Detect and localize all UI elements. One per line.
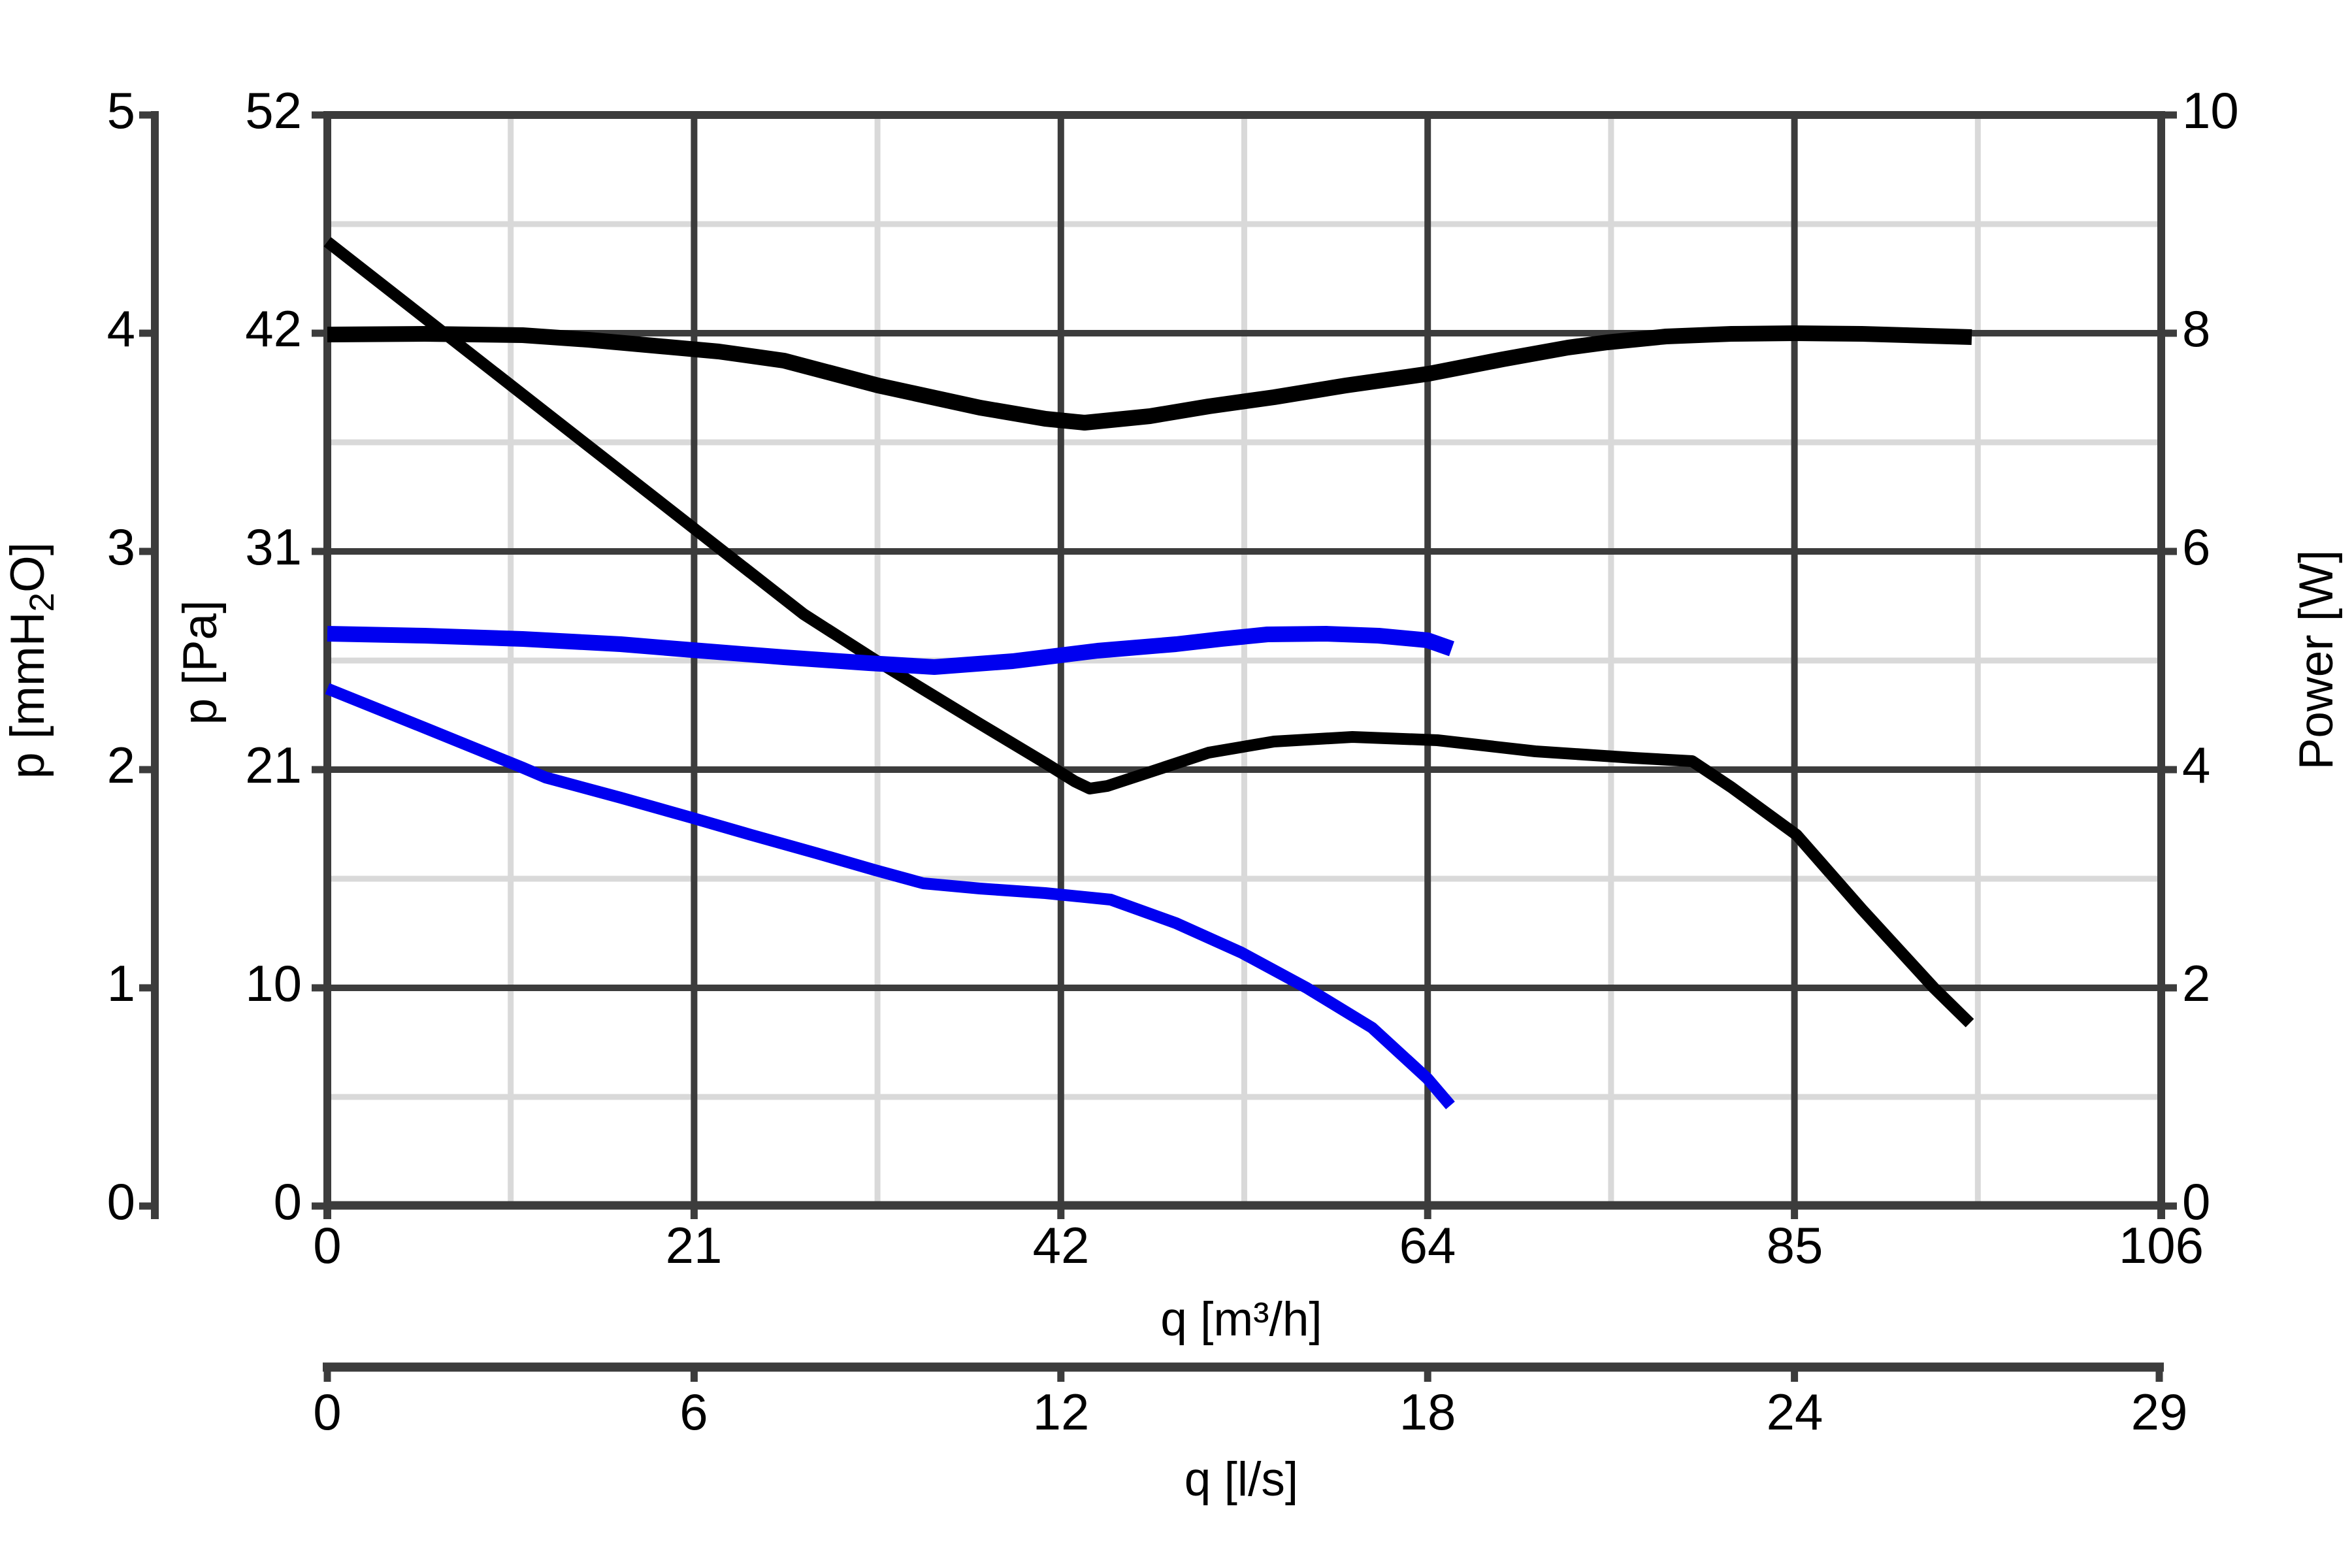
svg-text:0: 0 xyxy=(313,1217,341,1274)
svg-text:18: 18 xyxy=(1399,1383,1456,1441)
svg-text:Power [W]: Power [W] xyxy=(2290,550,2343,770)
svg-text:24: 24 xyxy=(1767,1383,1823,1441)
svg-text:52: 52 xyxy=(245,82,302,139)
svg-text:10: 10 xyxy=(245,955,302,1012)
svg-text:6: 6 xyxy=(679,1383,708,1441)
svg-text:4: 4 xyxy=(107,300,135,357)
svg-text:0: 0 xyxy=(274,1173,302,1230)
svg-text:21: 21 xyxy=(666,1217,723,1274)
svg-text:p [Pa]: p [Pa] xyxy=(174,600,227,725)
svg-text:4: 4 xyxy=(2182,736,2210,794)
svg-text:2: 2 xyxy=(2182,955,2210,1012)
svg-text:q [m³/h]: q [m³/h] xyxy=(1160,1293,1322,1346)
svg-text:10: 10 xyxy=(2182,82,2239,139)
svg-text:0: 0 xyxy=(313,1383,341,1441)
svg-text:31: 31 xyxy=(245,518,302,576)
svg-text:106: 106 xyxy=(2119,1217,2204,1274)
svg-text:12: 12 xyxy=(1033,1383,1090,1441)
svg-text:3: 3 xyxy=(107,518,135,576)
svg-text:64: 64 xyxy=(1399,1217,1456,1274)
svg-text:0: 0 xyxy=(2182,1173,2210,1230)
svg-text:8: 8 xyxy=(2182,300,2210,357)
svg-text:p [mmH2O]: p [mmH2O] xyxy=(1,542,61,779)
svg-text:21: 21 xyxy=(245,736,302,794)
svg-text:1: 1 xyxy=(107,955,135,1012)
svg-text:0: 0 xyxy=(107,1173,135,1230)
svg-text:5: 5 xyxy=(107,82,135,139)
svg-text:6: 6 xyxy=(2182,518,2210,576)
svg-text:42: 42 xyxy=(245,300,302,357)
svg-text:85: 85 xyxy=(1767,1217,1823,1274)
svg-text:29: 29 xyxy=(2131,1383,2188,1441)
svg-text:q [l/s]: q [l/s] xyxy=(1184,1453,1298,1506)
svg-text:42: 42 xyxy=(1033,1217,1090,1274)
svg-text:2: 2 xyxy=(107,736,135,794)
